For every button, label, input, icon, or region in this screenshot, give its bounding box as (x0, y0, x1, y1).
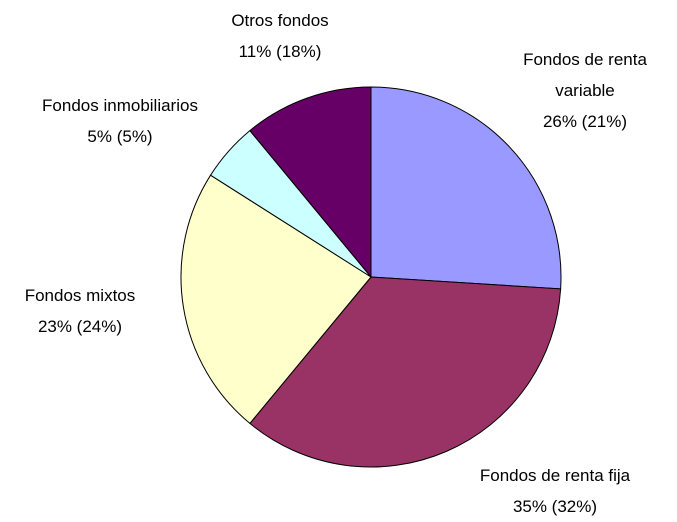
slice-label: Otros fondos 11% (18%) (190, 5, 370, 67)
slice-label: Fondos inmobiliarios 5% (5%) (10, 90, 230, 152)
value-label: 26% (21%) (542, 112, 628, 131)
category-label: Fondos de renta variable (523, 50, 647, 100)
category-label: Otros fondos (231, 11, 329, 30)
pie-slice (249, 276, 562, 468)
slice-label: Fondos de renta variable 26% (21%) (515, 44, 655, 137)
value-label: 35% (32%) (512, 497, 598, 516)
category-label: Fondos inmobiliarios (42, 96, 198, 115)
category-label: Fondos de renta fija (479, 466, 631, 485)
category-label: Fondos mixtos (24, 286, 136, 305)
value-label: 11% (18%) (238, 42, 322, 61)
pie-slice (180, 174, 372, 425)
value-label: 5% (5%) (87, 127, 153, 146)
pie-slice (370, 86, 562, 290)
pie-slice (249, 86, 372, 279)
slice-label: Fondos mixtos 23% (24%) (0, 280, 170, 342)
slice-label: Fondos de renta fija 35% (32%) (445, 460, 665, 522)
value-label: 23% (24%) (37, 317, 123, 336)
